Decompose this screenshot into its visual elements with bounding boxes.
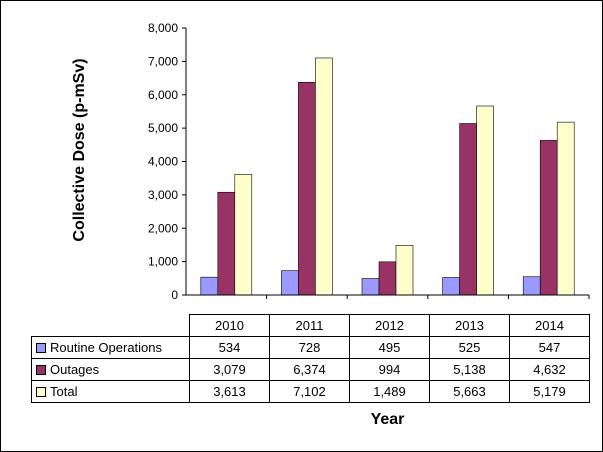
y-tick-label: 2,000 xyxy=(148,221,178,235)
x-axis-label: Year xyxy=(370,411,405,428)
data-label: 4,632 xyxy=(509,358,590,381)
data-label: 5,179 xyxy=(509,380,590,403)
table-row-outages: Outages 3,079 6,374 994 5,138 4,632 xyxy=(31,358,590,381)
bar-outages xyxy=(217,191,236,296)
table-row-total: Total 3,613 7,102 1,489 5,663 5,179 xyxy=(31,380,590,403)
data-label: 534 xyxy=(189,336,270,359)
legend-swatch-routine-operations xyxy=(36,342,46,353)
bar-total xyxy=(234,174,253,296)
series-name: Outages xyxy=(50,362,100,377)
bar-total xyxy=(556,121,575,296)
data-label: 5,138 xyxy=(429,358,510,381)
bar-outages xyxy=(378,261,397,296)
legend-swatch-outages xyxy=(36,364,46,375)
data-label: 7,102 xyxy=(269,380,350,403)
y-tick-label: 7,000 xyxy=(148,54,178,68)
y-tick-label: 4,000 xyxy=(148,155,178,169)
category-label: 2013 xyxy=(429,314,510,337)
series-legend-cell: Outages xyxy=(31,358,190,381)
bar-outages xyxy=(298,81,316,296)
bar-total xyxy=(395,245,414,296)
bar-routine-operations xyxy=(522,276,541,296)
legend-swatch-total xyxy=(36,386,46,397)
y-tick-label: 8,000 xyxy=(148,21,178,35)
y-axis-label: Collective Dose (p-mSv) xyxy=(71,58,88,241)
series-legend-cell: Total xyxy=(31,380,190,403)
y-tick-label: 6,000 xyxy=(148,88,178,102)
table-row-routine-operations: Routine Operations 534 728 495 525 547 xyxy=(31,336,590,359)
data-label: 525 xyxy=(429,336,510,359)
y-tick-label: 1,000 xyxy=(148,255,178,269)
data-label: 3,613 xyxy=(189,380,270,403)
bar-total xyxy=(476,105,494,296)
bar-total xyxy=(315,57,333,296)
data-label: 994 xyxy=(349,358,430,381)
data-label: 6,374 xyxy=(269,358,350,381)
table-header-row: 2010 2011 2012 2013 2014 xyxy=(31,314,590,337)
y-axis-ticks: 0 1,000 2,000 3,000 4,000 5,000 6,000 7,000 8,00… xyxy=(148,21,186,302)
y-tick-label: 0 xyxy=(171,288,178,302)
bar-routine-operations xyxy=(442,277,460,296)
series-legend-cell: Routine Operations xyxy=(31,336,190,359)
series-name: Total xyxy=(50,384,78,399)
data-label: 3,079 xyxy=(189,358,270,381)
data-label: 1,489 xyxy=(349,380,430,403)
data-table: 2010 2011 2012 2013 2014 Routine Operati… xyxy=(31,314,590,403)
y-tick-label: 5,000 xyxy=(148,121,178,135)
bar-outages xyxy=(539,140,558,296)
category-label: 2012 xyxy=(349,314,430,337)
bar-routine-operations xyxy=(281,270,299,296)
data-label: 728 xyxy=(269,336,350,359)
bar-routine-operations xyxy=(361,278,380,296)
table-corner-cell xyxy=(31,314,190,337)
category-label: 2010 xyxy=(189,314,270,337)
data-label: 5,663 xyxy=(429,380,510,403)
bar-outages xyxy=(459,123,477,296)
y-tick-label: 3,000 xyxy=(148,188,178,202)
category-label: 2011 xyxy=(269,314,350,337)
series-name: Routine Operations xyxy=(50,340,163,355)
data-label: 547 xyxy=(509,336,590,359)
data-label: 495 xyxy=(349,336,430,359)
category-label: 2014 xyxy=(509,314,590,337)
bars xyxy=(200,57,590,299)
bar-routine-operations xyxy=(200,276,219,296)
